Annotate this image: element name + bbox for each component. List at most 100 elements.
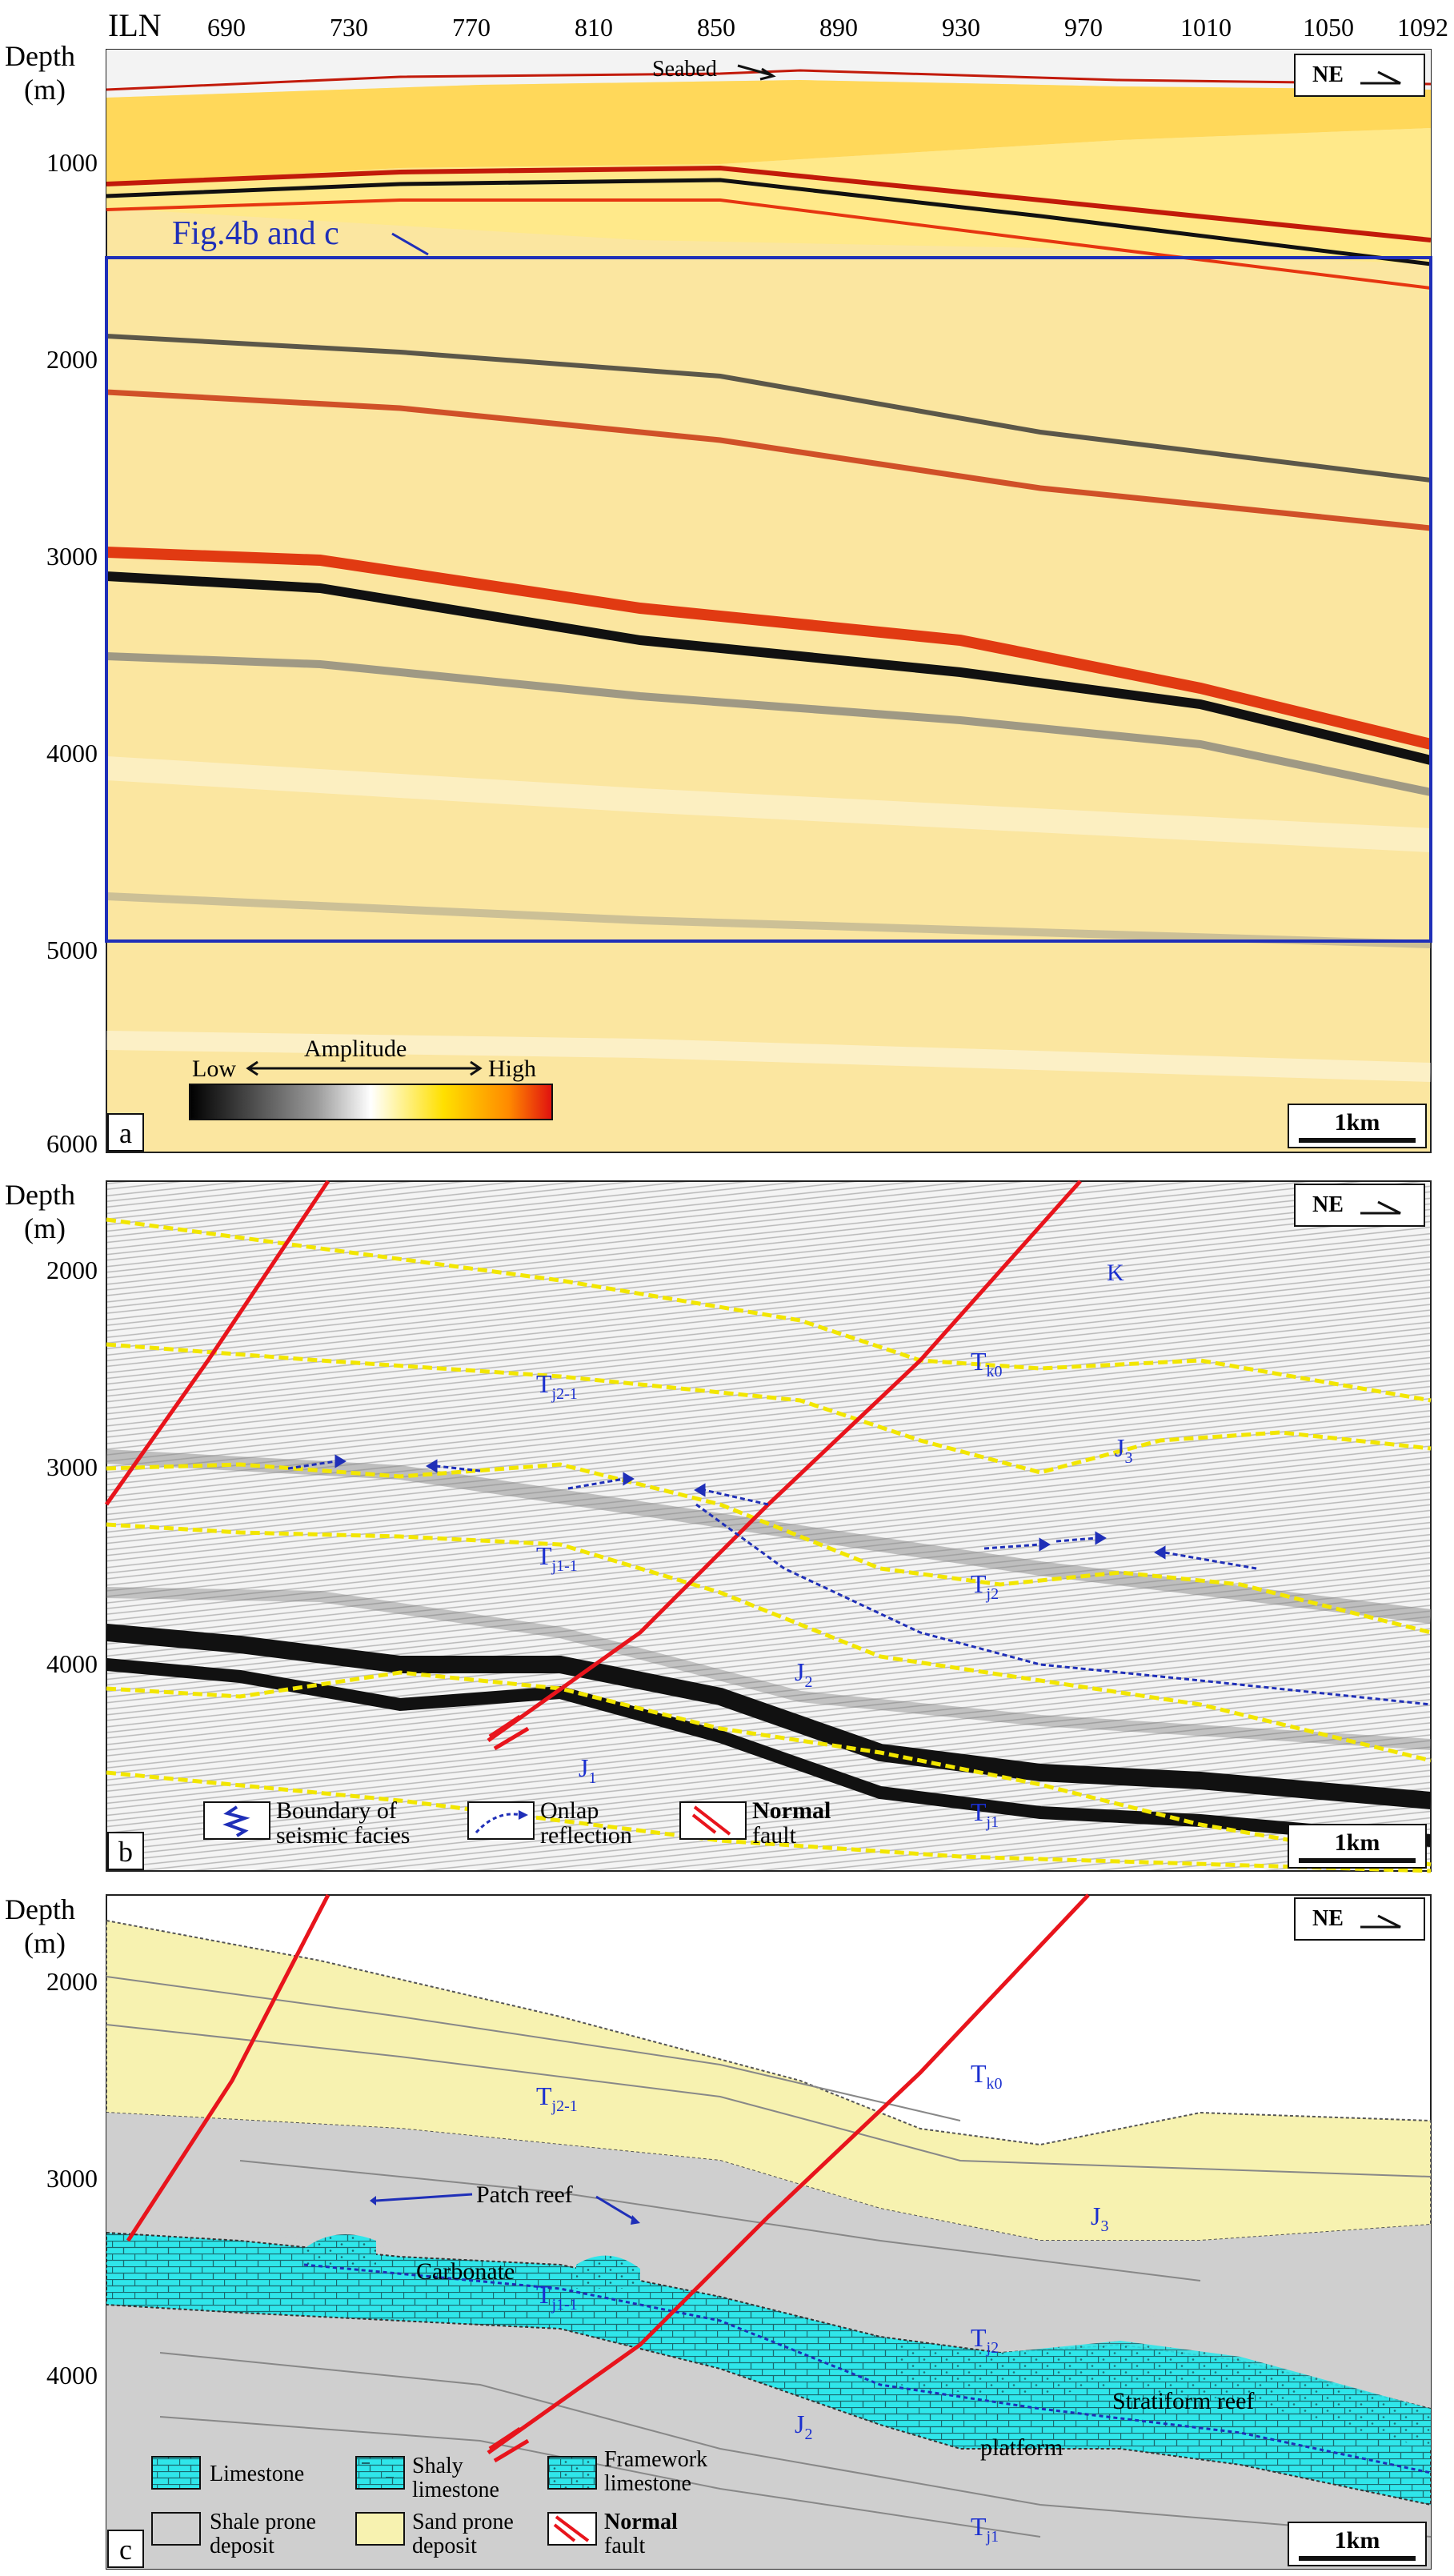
seabed-label: Seabed (652, 57, 717, 82)
compass-label: NE (1312, 62, 1344, 87)
label-stratiform-reef: Stratiform reef (1112, 2388, 1254, 2414)
panel-letter-box (107, 2530, 144, 2568)
depth-tick: 4000 (46, 739, 98, 767)
legend-shale-text-1: Shale prone (210, 2510, 316, 2534)
compass-label: NE (1312, 1906, 1344, 1931)
normal-fault-icon (691, 1805, 731, 1836)
depth-tick: 3000 (46, 2164, 98, 2193)
compass-box (1294, 1897, 1425, 1941)
label-Tj1: Tj1 (971, 1797, 999, 1831)
legend-facies-text-2: seismic facies (276, 1822, 410, 1849)
label-J3: J3 (1115, 1433, 1132, 1467)
horizon-Tj2-1 (106, 1342, 1432, 1475)
colorbar-high-label: High (488, 1056, 536, 1082)
label-J2-main: J (795, 2410, 804, 2438)
scale-bar (1299, 1858, 1416, 1863)
patch-reef-body (576, 2255, 640, 2289)
normal-fault-left (104, 1180, 330, 1506)
label-Tj1-1-main: T (536, 2280, 552, 2309)
panel-letter: b (118, 1836, 133, 1868)
legend-shaly-text-2: limestone (412, 2478, 499, 2502)
label-Tj1-1-sub: j1-1 (551, 2296, 578, 2314)
label-Tj2-sub: j2 (986, 2339, 999, 2357)
iln-tick: 1010 (1180, 13, 1232, 42)
onlap-arrowhead (694, 1483, 706, 1497)
label-Tj2-1-main: T (536, 1369, 552, 1398)
onlap-arrow (287, 1460, 337, 1470)
compass-arrow-icon (1360, 70, 1401, 85)
scale-bar (1299, 2556, 1416, 2561)
label-J2-sub: 2 (804, 2426, 812, 2443)
normal-fault-right (487, 1893, 1090, 2455)
colorbar-low-label: Low (192, 1056, 236, 1082)
legend-onlap-text-2: reflection (540, 1822, 632, 1849)
label-Tj1: Tj1 (971, 2512, 999, 2546)
label-J1-sub: 1 (588, 1769, 596, 1787)
scale-label: 1km (1335, 1829, 1380, 1856)
fig-ref-label: Fig.4b and c (172, 215, 339, 252)
iln-tick: 730 (330, 13, 368, 42)
panel-letter-box (107, 1832, 144, 1870)
iln-tick: 930 (942, 13, 980, 42)
facies-boundary-icon (222, 1805, 250, 1837)
depth-tick: 3000 (46, 1452, 98, 1481)
label-Tk0-sub: k0 (987, 2075, 1003, 2093)
stratigraphic-labels: Tk0 Tj2-1 J3 Tj1-1 Tj2 J2 Tj1 (536, 2059, 1108, 2546)
legend-sand-text-1: Sand prone (412, 2510, 514, 2534)
legend-shaly-limestone-swatch (355, 2456, 405, 2490)
label-Tj1-main: T (971, 2512, 987, 2541)
label-J3-main: J (1115, 1433, 1124, 1462)
onlap-arrowhead (623, 1472, 635, 1486)
depth-tick: 2000 (46, 1256, 98, 1284)
iln-tick: 810 (575, 13, 613, 42)
normal-fault-left (126, 1893, 330, 2242)
onlap-arrowhead (426, 1459, 438, 1473)
legend-fault-text-1: Normal (604, 2510, 678, 2534)
label-Tj2-sub: j2 (986, 1585, 999, 1603)
compass-arrow-icon (1360, 1200, 1401, 1215)
seabed-arrow (737, 64, 773, 77)
depth-tick: 4000 (46, 1649, 98, 1678)
label-Tj2-1-main: T (536, 2081, 552, 2110)
depth-axis-title: Depth (5, 40, 75, 72)
depth-tick: 2000 (46, 345, 98, 374)
label-K: K (1107, 1260, 1124, 1286)
legend-limestone-swatch (151, 2456, 201, 2490)
colorbar-title: Amplitude (304, 1036, 407, 1062)
iln-tick: 1050 (1303, 13, 1354, 42)
legend-sand-swatch (355, 2512, 405, 2546)
label-Tj1-1-sub: j1-1 (551, 1557, 578, 1575)
label-J1-main: J (579, 1753, 588, 1782)
horizon-Tj2-top (106, 1462, 1432, 1635)
legend-onlap-swatch (467, 1801, 535, 1840)
onlap-arrow (1055, 1536, 1097, 1543)
facies-boundary-line (303, 2263, 1431, 2474)
legend-framework-text-2: limestone (604, 2471, 691, 2496)
iln-tick: 1092 (1397, 13, 1448, 42)
label-Tj2-main: T (971, 1569, 987, 1598)
label-J2: J2 (795, 1657, 812, 1691)
iln-axis-title: ILN (108, 7, 162, 43)
patch-reef-body (304, 2234, 376, 2265)
onlap-arrowhead (1095, 1531, 1107, 1545)
legend-framework-swatch (547, 2456, 597, 2490)
iln-tick-labels: 690 730 770 810 850 890 930 970 1010 105… (207, 13, 1448, 42)
label-Tj2-1-sub: j2-1 (551, 2097, 578, 2115)
panel-letter: c (119, 2534, 132, 2566)
onlap-reflection-icon (475, 1813, 523, 1833)
iln-tick: 970 (1064, 13, 1103, 42)
panel-b: Depth (m) 2000 3000 4000 K Tk0 Tj2-1 J3 … (5, 1179, 1432, 1873)
label-Tk0-main: T (971, 1347, 987, 1376)
colorbar-arrowheads (246, 1060, 483, 1076)
depth-tick-labels: 1000 2000 3000 4000 5000 6000 (46, 148, 98, 1158)
horizon-Tk0 (106, 1217, 1432, 1403)
horizon-J2-base (106, 1670, 1432, 1867)
patch-reef-pointer-head (631, 2215, 640, 2225)
onlap-arrowhead (334, 1454, 346, 1468)
depth-tick: 5000 (46, 935, 98, 964)
label-J3-main: J (1091, 2201, 1100, 2230)
depth-axis-unit: (m) (24, 1927, 66, 1959)
label-Tj1-1: Tj1-1 (536, 1541, 578, 1575)
depth-axis-unit: (m) (24, 1212, 66, 1244)
